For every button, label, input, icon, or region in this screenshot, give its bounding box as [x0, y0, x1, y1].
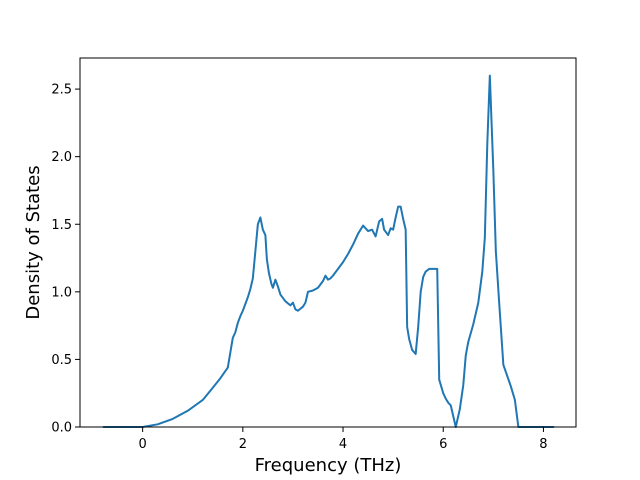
y-tick-label: 2.0: [51, 150, 72, 165]
tick-layer: 0 2 4 6 8 0.0 0.5 1.0 1.5 2.0 2.5: [51, 83, 547, 452]
plot-area: [80, 58, 576, 427]
y-tick-label: 0.0: [51, 421, 72, 436]
x-tick-label: 8: [539, 437, 547, 452]
y-axis-label: Density of States: [23, 165, 44, 319]
y-tick-label: 2.5: [51, 83, 72, 98]
x-tick-label: 4: [339, 437, 347, 452]
x-axis-label: Frequency (THz): [255, 455, 402, 476]
y-tick-label: 1.0: [51, 285, 72, 300]
y-tick-label: 0.5: [51, 353, 72, 368]
series-layer: [102, 74, 555, 428]
dos-series-line-0: [102, 74, 555, 428]
x-tick-label: 2: [239, 437, 247, 452]
x-tick-label: 0: [138, 437, 146, 452]
y-tick-label: 1.5: [51, 218, 72, 233]
plot-frame: [79, 57, 577, 428]
x-tick-label: 6: [439, 437, 447, 452]
